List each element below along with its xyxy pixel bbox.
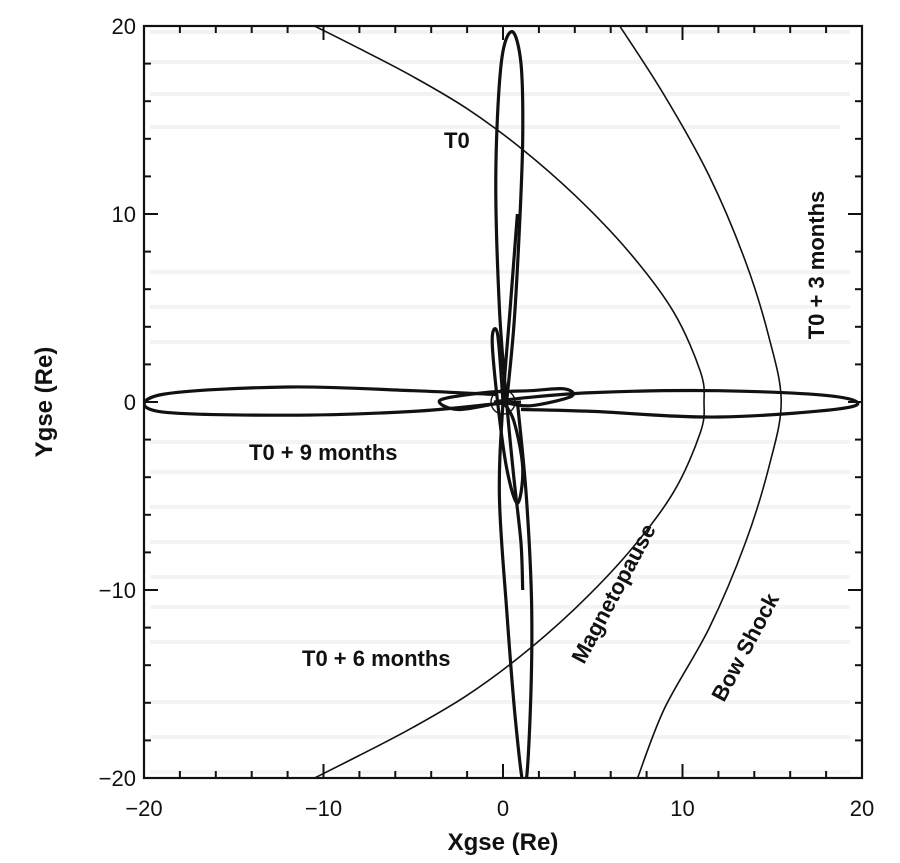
series-t0-3-months-line [493, 388, 860, 419]
y-tick-label: −10 [99, 578, 136, 603]
y-tick-label: 0 [124, 390, 136, 415]
annotation-t0: T0 [444, 128, 470, 153]
x-axis-label: Xgse (Re) [448, 829, 559, 856]
y-tick-label: 10 [112, 202, 136, 227]
y-tick-label: 20 [112, 14, 136, 39]
axis-tick-labels: −20 −10 0 10 20 −20 −10 0 10 20 [99, 14, 875, 821]
series-magnetopause-line [314, 26, 706, 778]
y-axis-label: Ygse (Re) [31, 347, 58, 458]
x-tick-label: 0 [497, 796, 509, 821]
series-t0-line [494, 29, 525, 591]
earth-marker [490, 389, 516, 415]
x-tick-label: −10 [305, 796, 342, 821]
annotation-t0-plus-3-months: T0 + 3 months [804, 191, 829, 340]
annotation-t0-plus-9-months: T0 + 9 months [249, 440, 398, 465]
series-t0-9-months-line [144, 385, 522, 417]
series-inner-orbit-2-line [437, 386, 576, 412]
annotation-t0-plus-6-months: T0 + 6 months [302, 646, 451, 671]
series-t0-6-months-line [497, 213, 534, 778]
y-tick-label: −20 [99, 766, 136, 791]
axis-ticks [143, 25, 863, 779]
x-tick-label: −20 [125, 796, 162, 821]
series-bow-shock-line [619, 26, 783, 778]
x-tick-label: 10 [670, 796, 694, 821]
x-tick-label: 20 [850, 796, 874, 821]
plot-curves [144, 26, 860, 778]
series-inner-orbit-1-line [490, 326, 525, 506]
